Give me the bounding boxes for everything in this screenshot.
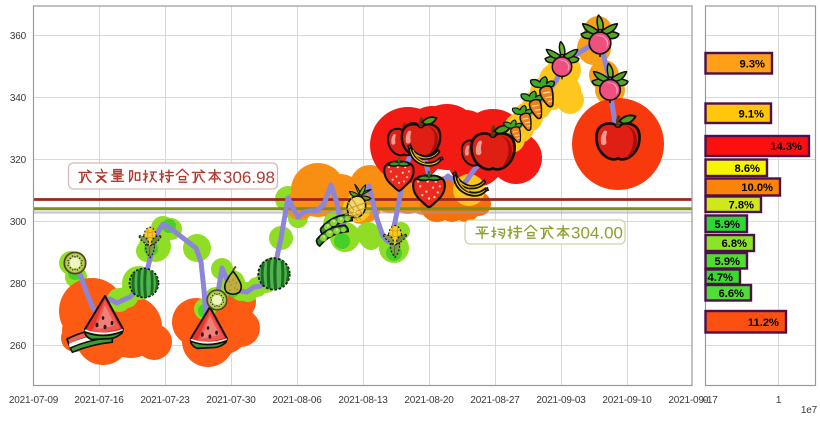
- svg-text:2021-08-06: 2021-08-06: [272, 395, 322, 406]
- svg-text:2021-07-16: 2021-07-16: [74, 395, 124, 406]
- svg-text:14.3%: 14.3%: [770, 141, 802, 153]
- svg-text:9.3%: 9.3%: [740, 59, 766, 71]
- svg-text:2021-07-30: 2021-07-30: [206, 395, 256, 406]
- svg-text:5.9%: 5.9%: [715, 256, 741, 268]
- svg-text:0: 0: [703, 395, 709, 406]
- svg-text:2021-09-17: 2021-09-17: [668, 395, 718, 406]
- svg-text:340: 340: [10, 93, 27, 104]
- svg-text:9.1%: 9.1%: [739, 109, 765, 121]
- svg-text:6.8%: 6.8%: [722, 238, 748, 250]
- svg-text:320: 320: [10, 155, 27, 166]
- svg-text:10.0%: 10.0%: [741, 182, 773, 194]
- svg-text:2021-08-13: 2021-08-13: [338, 395, 388, 406]
- svg-text:4.7%: 4.7%: [708, 272, 734, 284]
- svg-text:2021-07-09: 2021-07-09: [9, 395, 59, 406]
- svg-text:280: 280: [10, 279, 27, 290]
- svg-text:260: 260: [10, 341, 27, 352]
- svg-text:2021-09-03: 2021-09-03: [536, 395, 586, 406]
- svg-text:2021-08-20: 2021-08-20: [404, 395, 454, 406]
- svg-text:1: 1: [776, 395, 782, 406]
- svg-text:2021-08-27: 2021-08-27: [470, 395, 520, 406]
- svg-text:306.98: 306.98: [223, 168, 275, 187]
- svg-text:2021-09-10: 2021-09-10: [602, 395, 652, 406]
- svg-text:304.00: 304.00: [571, 224, 623, 243]
- svg-text:2021-07-23: 2021-07-23: [140, 395, 190, 406]
- svg-text:1e7: 1e7: [801, 405, 818, 416]
- svg-text:6.6%: 6.6%: [719, 288, 745, 300]
- svg-text:7.8%: 7.8%: [729, 199, 755, 211]
- svg-text:5.9%: 5.9%: [715, 219, 741, 231]
- svg-text:11.2%: 11.2%: [748, 317, 779, 329]
- svg-text:8.6%: 8.6%: [735, 163, 761, 175]
- svg-text:300: 300: [10, 217, 27, 228]
- svg-text:360: 360: [10, 31, 27, 42]
